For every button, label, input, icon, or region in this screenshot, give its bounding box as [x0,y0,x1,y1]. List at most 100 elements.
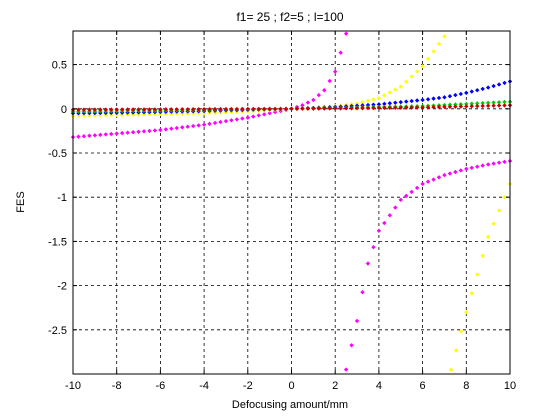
data-point [136,112,141,117]
data-point [436,95,442,101]
data-point [245,106,250,112]
data-point [448,367,454,372]
data-point [343,31,349,36]
data-point [393,105,398,110]
data-point [371,102,376,107]
data-point [152,128,158,133]
data-point [196,123,201,128]
data-point [158,107,163,112]
data-point [130,112,136,117]
data-point [480,253,485,258]
data-point [447,93,453,99]
data-point [98,107,103,112]
data-point [431,177,436,182]
data-point [420,105,425,110]
data-point [420,181,425,187]
data-point [365,105,371,111]
data-point [496,160,502,165]
data-point [398,84,403,89]
data-point [343,106,349,111]
data-point [502,159,507,165]
data-point [316,106,322,111]
data-point [453,104,458,109]
data-point [114,131,119,136]
data-point [469,101,474,106]
data-point [414,69,420,74]
data-point [425,179,431,184]
data-point [365,98,371,104]
data-point [76,134,81,139]
data-point [404,193,409,199]
data-point [98,113,103,118]
data-point [360,290,365,295]
data-point [376,95,382,101]
data-point [267,106,272,112]
data-point [311,97,316,103]
data-point [141,107,147,112]
data-point [201,106,207,112]
data-point [425,56,431,62]
y-tick-label: 0 [61,104,67,116]
data-point [387,213,393,218]
data-point [398,197,403,203]
data-point [496,82,502,87]
data-point [92,107,98,112]
data-point [354,318,360,324]
data-point [382,101,387,107]
x-tick-label: -10 [65,380,81,392]
series-4 [70,103,513,112]
data-point [240,106,245,112]
data-point [158,111,163,117]
data-point [409,189,414,195]
data-point [109,131,114,137]
data-point [376,105,382,111]
data-point [190,111,196,116]
y-tick-label: -2 [57,281,67,293]
data-point [436,175,442,180]
data-point [136,107,141,112]
y-tick-label: 0.5 [52,60,67,72]
data-point [491,161,496,166]
data-point [327,78,332,84]
data-point [404,79,409,84]
data-point [174,107,179,112]
data-point [376,102,382,107]
data-point [469,291,474,296]
data-point [354,101,360,106]
data-point [185,107,190,112]
data-point [453,92,458,98]
data-point [425,105,431,110]
data-point [442,172,447,178]
x-tick-label: 2 [332,380,338,392]
data-point [305,100,311,105]
x-tick-label: 10 [504,380,516,392]
y-tick-label: -1 [57,192,67,204]
data-series [70,31,513,372]
x-tick-label: 0 [288,380,294,392]
data-point [185,111,190,116]
chart-title: f1= 25 ; f2=5 ; l=100 [236,10,343,24]
data-point [196,107,201,112]
data-point [475,272,480,277]
data-point [261,112,267,117]
data-point [480,100,485,106]
data-point [442,34,447,39]
data-point [251,114,256,119]
data-point [119,112,125,118]
data-point [218,106,223,112]
data-point [119,107,125,112]
data-point [125,107,130,112]
data-point [305,106,311,111]
data-point [409,105,414,110]
data-point [327,106,332,111]
data-point [272,109,278,115]
data-point [349,106,354,111]
data-point [136,129,141,134]
data-point [196,111,201,116]
data-point [409,98,414,104]
data-point [387,101,393,106]
data-point [371,105,376,111]
data-point [147,112,152,117]
data-point [425,97,431,102]
data-point [360,99,365,105]
